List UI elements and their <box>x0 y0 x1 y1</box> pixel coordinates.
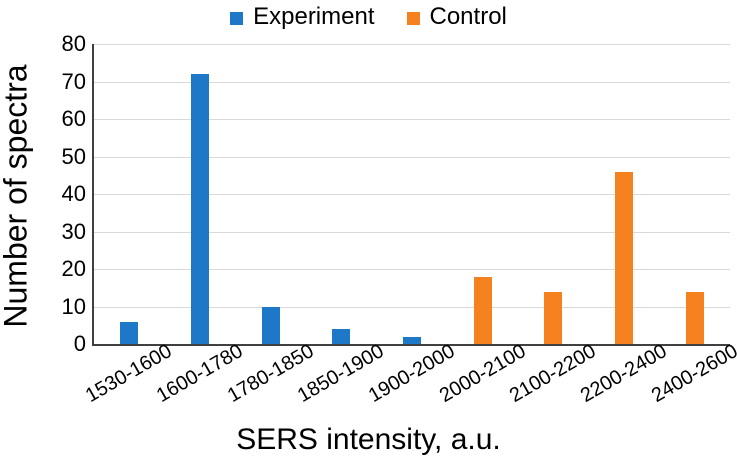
y-tick-label: 0 <box>73 331 86 356</box>
bar <box>473 276 492 344</box>
gridline <box>94 194 730 195</box>
bar <box>615 171 633 344</box>
legend: Experiment Control <box>0 3 737 31</box>
legend-label: Control <box>429 3 507 30</box>
legend-swatch <box>406 11 420 25</box>
x-axis-title: SERS intensity, a.u. <box>236 423 501 456</box>
gridline <box>94 269 730 270</box>
y-tick-label: 70 <box>61 68 86 94</box>
bar <box>261 306 280 344</box>
gridline <box>94 119 730 120</box>
y-tick-label: 60 <box>61 106 86 131</box>
bar <box>403 336 421 344</box>
y-axis-title: Number of spectra <box>0 64 34 328</box>
bar <box>191 74 209 344</box>
gridline <box>94 156 730 158</box>
legend-item: Experiment <box>230 3 375 31</box>
gridline <box>94 44 730 45</box>
bar <box>685 291 704 344</box>
bar <box>120 321 139 344</box>
legend-label: Experiment <box>253 3 375 30</box>
bar <box>332 329 351 344</box>
y-tick-label: 30 <box>61 218 86 244</box>
legend-swatch <box>230 11 244 25</box>
gridline <box>94 306 730 308</box>
y-axis-line <box>92 44 94 346</box>
y-tick-label: 20 <box>61 256 86 281</box>
legend-item: Control <box>406 3 507 31</box>
y-tick-label: 80 <box>61 31 86 56</box>
gridline <box>94 231 730 233</box>
y-axis-tick-labels: 0 10 20 30 40 50 60 70 80 <box>34 32 86 356</box>
bar <box>544 291 563 344</box>
y-tick-label: 50 <box>61 143 86 169</box>
y-tick-label: 10 <box>61 293 86 319</box>
plot-area <box>92 44 730 346</box>
x-axis-tick-labels: 1530-1600 1600-1780 1780-1850 1850-1900 1900… <box>82 340 737 408</box>
y-tick-label: 40 <box>61 181 86 206</box>
gridline <box>94 81 730 83</box>
x-axis-line <box>92 344 730 346</box>
